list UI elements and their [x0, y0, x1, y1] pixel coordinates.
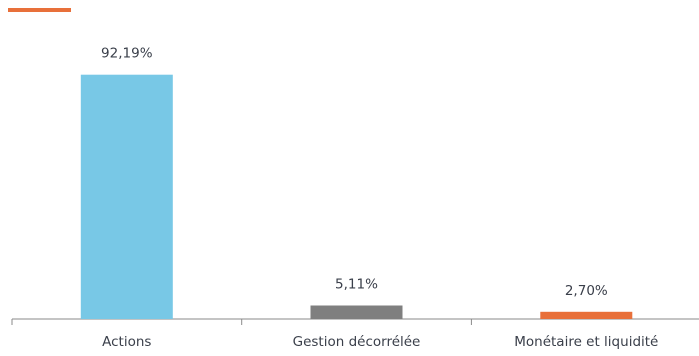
value-label: 92,19%	[101, 46, 153, 62]
x-axis-ticks	[11, 319, 472, 325]
bar-3	[540, 311, 633, 319]
category-label: Gestion décorrélée	[293, 334, 421, 350]
accent-bar-decoration	[8, 8, 71, 12]
category-label: Actions	[102, 334, 151, 350]
value-labels-group: 92,19% 5,11% 2,70%	[101, 46, 608, 299]
value-label: 5,11%	[335, 277, 378, 293]
bars-group	[80, 74, 633, 319]
bar-2	[310, 305, 403, 319]
value-label: 2,70%	[565, 283, 608, 299]
category-label: Monétaire et liquidité	[514, 334, 658, 350]
category-labels-group: Actions Gestion décorrélée Monétaire et li…	[102, 334, 658, 350]
bar-1	[80, 74, 173, 319]
